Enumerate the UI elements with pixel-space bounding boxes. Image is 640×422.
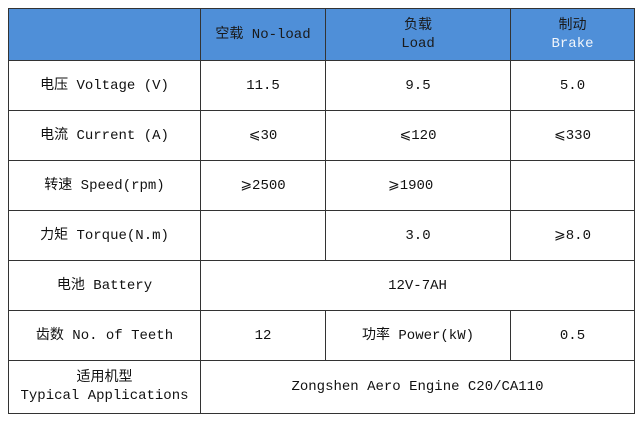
cell-line: 适用机型 bbox=[76, 370, 133, 386]
cell: 电池 Battery bbox=[8, 260, 201, 311]
cell: 电流 Current (A) bbox=[8, 110, 201, 161]
cell: 电压 Voltage (V) bbox=[8, 60, 201, 111]
cell: ⩾2500 bbox=[200, 160, 326, 211]
body: 电压 Voltage (V) 11.5 9.5 5.0 电流 Current (… bbox=[8, 60, 635, 414]
spec-table: 空载 No-load 负载 Load 制动 Brake 电压 Voltage (V)… bbox=[8, 8, 635, 414]
cell bbox=[200, 210, 326, 261]
row: 电池 Battery 12V-7AH bbox=[8, 260, 635, 311]
header-line: Load bbox=[401, 35, 435, 52]
header-cell bbox=[8, 8, 201, 61]
cell bbox=[510, 160, 635, 211]
row: 力矩 Torque(N.m) 3.0 ⩾8.0 bbox=[8, 210, 635, 261]
cell: ⩾1900 bbox=[325, 160, 511, 211]
cell: ⩽30 bbox=[200, 110, 326, 161]
cell: 力矩 Torque(N.m) bbox=[8, 210, 201, 261]
header-row: 空载 No-load 负载 Load 制动 Brake bbox=[8, 8, 635, 61]
cell: 功率 Power(kW) bbox=[325, 310, 511, 361]
cell: ⩽330 bbox=[510, 110, 635, 161]
cell: 齿数 No. of Teeth bbox=[8, 310, 201, 361]
row: 转速 Speed(rpm) ⩾2500 ⩾1900 bbox=[8, 160, 635, 211]
cell: 9.5 bbox=[325, 60, 511, 111]
header-line: Brake bbox=[551, 35, 594, 52]
cell-line: Typical Applications bbox=[20, 388, 189, 404]
header-line: 制动 bbox=[558, 17, 587, 34]
cell: 11.5 bbox=[200, 60, 326, 111]
cell: 12 bbox=[200, 310, 326, 361]
header: 空载 No-load 负载 Load 制动 Brake bbox=[8, 8, 635, 61]
header-cell: 制动 Brake bbox=[510, 8, 635, 61]
header-cell: 空载 No-load bbox=[200, 8, 326, 61]
cell: 3.0 bbox=[325, 210, 511, 261]
cell: 0.5 bbox=[510, 310, 635, 361]
header-cell: 负载 Load bbox=[325, 8, 511, 61]
cell: ⩽120 bbox=[325, 110, 511, 161]
cell: 适用机型 Typical Applications bbox=[8, 360, 201, 414]
row: 电流 Current (A) ⩽30 ⩽120 ⩽330 bbox=[8, 110, 635, 161]
cell: 5.0 bbox=[510, 60, 635, 111]
row: 电压 Voltage (V) 11.5 9.5 5.0 bbox=[8, 60, 635, 111]
cell: ⩾8.0 bbox=[510, 210, 635, 261]
cell: 12V-7AH bbox=[200, 260, 635, 311]
cell: Zongshen Aero Engine C20/CA110 bbox=[200, 360, 635, 414]
row: 齿数 No. of Teeth 12 功率 Power(kW) 0.5 bbox=[8, 310, 635, 361]
cell: 转速 Speed(rpm) bbox=[8, 160, 201, 211]
header-line: 负载 bbox=[404, 17, 432, 34]
row: 适用机型 Typical Applications Zongshen Aero E… bbox=[8, 360, 635, 414]
